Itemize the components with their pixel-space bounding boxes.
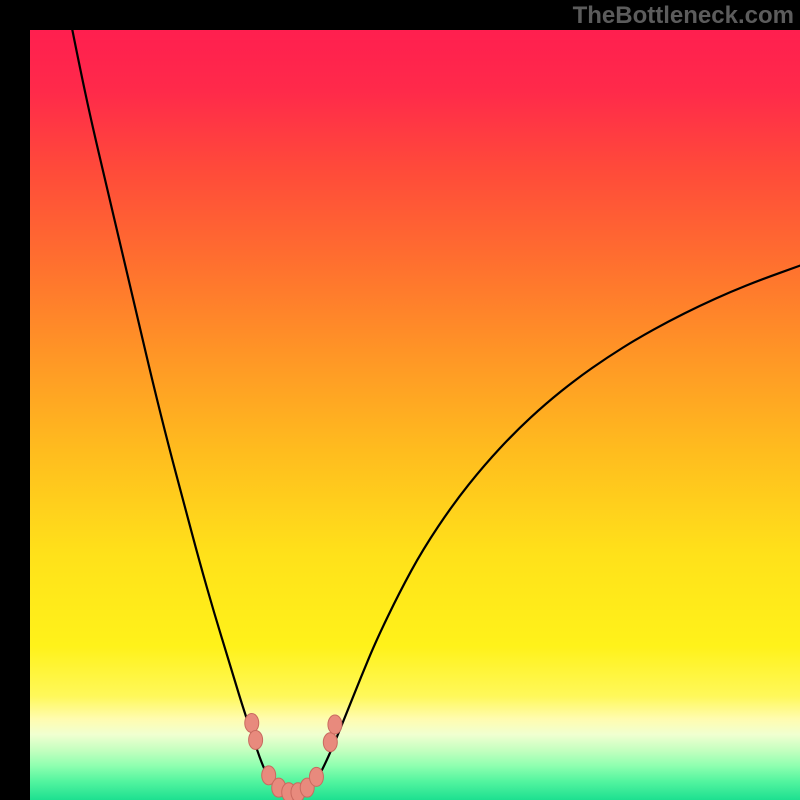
- data-marker: [309, 767, 323, 786]
- data-marker: [249, 730, 263, 749]
- data-marker: [328, 715, 342, 734]
- watermark-text: TheBottleneck.com: [573, 2, 794, 30]
- data-marker: [323, 733, 337, 752]
- gradient-background: [30, 30, 800, 800]
- data-marker: [245, 714, 259, 733]
- chart-svg: [30, 30, 800, 800]
- bottleneck-chart: [30, 30, 800, 800]
